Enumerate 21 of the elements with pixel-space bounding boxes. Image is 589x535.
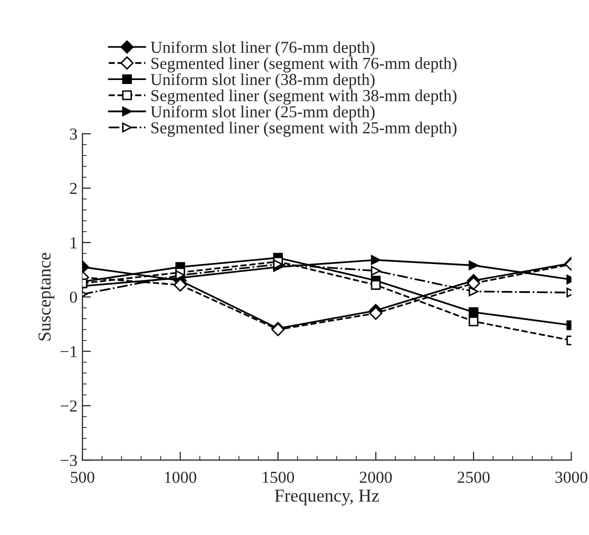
y-tick-label: 3 (70, 128, 77, 140)
legend-label: Segmented liner (segment with 76-mm depth) (151, 57, 456, 72)
x-tick-label: 2500 (458, 472, 490, 483)
x-tick-label: 2000 (360, 472, 392, 483)
legend-label: Uniform slot liner (76-mm depth) (150, 41, 375, 56)
legend-label: Uniform slot liner (38-mm depth) (150, 73, 375, 89)
legend-label: Uniform slot liner (25-mm depth) (150, 105, 375, 121)
legend-label: Segmented liner (segment with 25-mm depth) (151, 122, 456, 137)
y-tick-label: −3 (60, 454, 77, 466)
y-tick-label: 0 (70, 292, 77, 303)
x-tick-label: 3000 (555, 472, 588, 483)
x-tick-label: 1500 (262, 472, 294, 483)
y-tick-label: 1 (70, 237, 77, 248)
x-axis-title: Frequency, Hz (274, 490, 379, 506)
y-axis-title: Susceptance (38, 252, 54, 340)
legend-label: Segmented liner (segment with 38-mm depth) (151, 90, 456, 105)
x-tick-label: 500 (70, 472, 94, 483)
y-tick-label: −1 (60, 346, 77, 358)
x-tick-label: 1000 (165, 472, 196, 483)
y-tick-label: −2 (60, 400, 77, 412)
y-tick-label: 2 (70, 182, 77, 194)
